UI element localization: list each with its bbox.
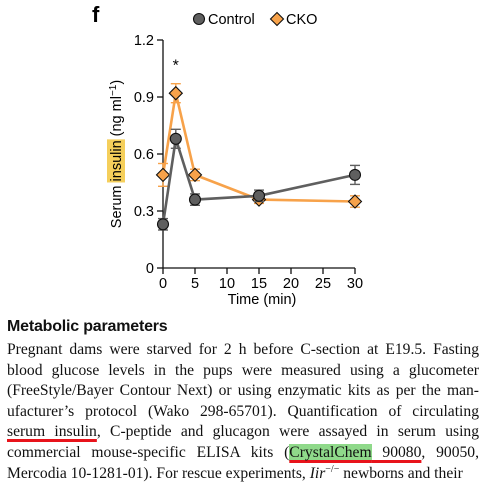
section-heading: Metabolic parameters (7, 318, 168, 335)
y-label-unit: (ng ml (109, 96, 125, 140)
series-line-control (161, 138, 356, 225)
legend-marker-diamond (269, 11, 285, 27)
y-tick-label: 0.9 (134, 90, 154, 106)
text-line: blood glucose levels in the pups were me… (7, 361, 479, 379)
data-point-cko (168, 85, 184, 101)
x-tick-label: 5 (191, 276, 199, 292)
data-point-control (156, 218, 170, 231)
genotype-superscript: −/− (325, 463, 340, 475)
x-tick-label: 25 (315, 276, 331, 292)
y-axis-label: Serum insulin (ng ml−1) (107, 80, 125, 228)
legend-label: Control (208, 12, 255, 28)
y-label-highlight (107, 139, 125, 183)
legend-label: CKO (286, 12, 317, 28)
svg-text:Serum insulin (ng ml−1): Serum insulin (ng ml−1) (108, 80, 126, 228)
axes: 0 0.3 0.6 0.9 1.2 0 5 10 15 20 25 30 (134, 33, 363, 292)
x-axis-label: Time (min) (228, 292, 297, 308)
insulin-chart: f Control CKO 0 0.3 0.6 0.9 1.2 0 5 10 15 20 25 30 *… (92, 2, 363, 308)
y-label-prefix: Serum (109, 181, 125, 228)
y-tick-label: 0 (146, 261, 154, 277)
x-tick-label: 15 (251, 276, 267, 292)
x-tick-label: 0 (159, 276, 167, 292)
methods-paragraph: Pregnant dams were starved for 2 h befor… (7, 340, 479, 484)
y-tick-label: 1.2 (134, 33, 154, 49)
legend-item-control: Control (192, 12, 255, 28)
x-tick-label: 30 (347, 276, 363, 292)
x-tick-label: 10 (219, 276, 235, 292)
series-control (156, 128, 362, 231)
gene-name: Iir (309, 464, 326, 482)
text-span: , 90050, (421, 443, 480, 461)
y-label-close: ) (109, 80, 125, 85)
data-point-cko (187, 167, 203, 183)
text-span: commercial mouse-specific ELISA kits ( (7, 443, 290, 461)
text-line: serum insulin, C-peptide and glucagon we… (7, 422, 479, 443)
legend-item-cko: CKO (269, 11, 317, 28)
data-point-cko (347, 194, 363, 209)
text-line: ufacturer’s protocol (Wako 298-65701). Q… (7, 402, 479, 420)
text-line: commercial mouse-specific ELISA kits (Cr… (7, 443, 479, 464)
text-span: , C-peptide and glucagon were assayed in… (96, 423, 480, 441)
panel-label: f (92, 2, 100, 27)
catalog-number: 90080 (371, 443, 422, 461)
series-layer: * (155, 57, 363, 231)
text-line: (FreeStyle/Bayer Contour Next) or using … (7, 382, 479, 400)
y-tick-label: 0.6 (134, 147, 154, 163)
text-line: Mercodia 10-1281-01). For rescue experim… (7, 464, 479, 485)
data-point-cko (155, 167, 171, 183)
x-tick-label: 20 (283, 276, 299, 292)
data-point-control (188, 193, 202, 206)
legend-marker-circle (192, 12, 206, 26)
data-point-control (348, 168, 362, 181)
y-label-exponent: −1 (108, 84, 119, 96)
data-point-control (252, 189, 266, 202)
highlighted-crystalchem: CrystalChem (289, 443, 372, 461)
significance-marker: * (173, 57, 179, 74)
underlined-serum-insulin: serum insulin (7, 423, 97, 441)
data-point-control (169, 132, 182, 145)
y-label-insulin: insulin (109, 140, 125, 181)
text-line: Pregnant dams were starved for 2 h befor… (7, 341, 479, 358)
text-span: Mercodia 10-1281-01). For rescue experim… (7, 464, 310, 482)
text-span: newborns and their (339, 464, 463, 482)
underlined-catalog: CrystalChem 90080 (289, 443, 422, 461)
legend: Control CKO (192, 11, 317, 28)
y-tick-label: 0.3 (134, 204, 154, 220)
series-cko (155, 82, 363, 209)
